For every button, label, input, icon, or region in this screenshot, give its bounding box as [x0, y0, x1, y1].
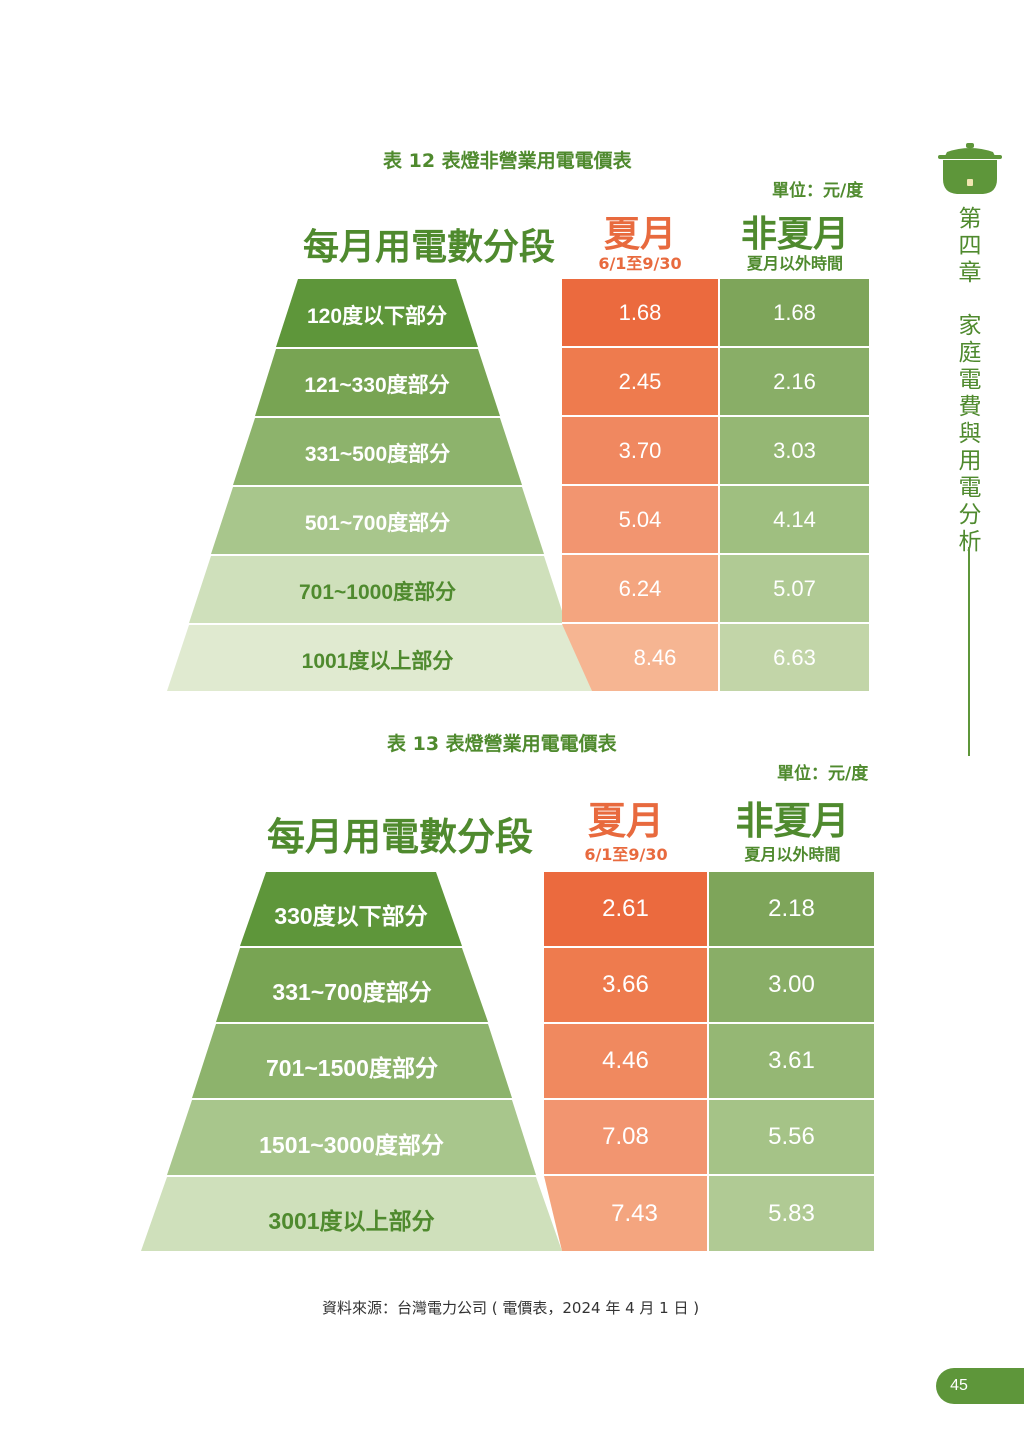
table12-tier-band [189, 556, 566, 623]
table12-nonsummer-price: 4.14 [720, 486, 869, 555]
table13-tier-label: 701~1500度部分 [266, 1055, 438, 1081]
page-number: 45 [950, 1377, 968, 1394]
table12-summer-price: 2.45 [562, 348, 718, 417]
table12-tier-label: 121~330度部分 [304, 374, 450, 397]
table12-tier-band [276, 279, 478, 347]
table13-nonsummer-subheader: 夏月以外時間 [744, 845, 841, 864]
source-note: 資料來源：台灣電力公司 ( 電價表，2024 年 4 月 1 日 ) [322, 1299, 700, 1317]
table12-tier-label: 331~500度部分 [304, 443, 451, 466]
table12-tier-header: 每月用電數分段 [303, 227, 556, 268]
rice-cooker-icon [938, 143, 1002, 194]
table13-unit: 單位：元/度 [777, 764, 869, 784]
table13-summer-price: 2.61 [544, 872, 707, 948]
table12-tier-label: 120度以下部分 [306, 305, 448, 328]
table12-tier-label: 1001度以上部分 [301, 650, 454, 673]
table12-nonsummer-subheader: 夏月以外時間 [746, 254, 843, 273]
table13-summer-header: 夏月 [587, 799, 664, 843]
table12-summer-price: 5.04 [562, 486, 718, 555]
table12-summer-subheader: 6/1至9/30 [598, 254, 682, 273]
table13-tier-band [192, 1024, 512, 1098]
table13-tier-header: 每月用電數分段 [267, 815, 534, 859]
table13-tier-label: 1501~3000度部分 [259, 1132, 444, 1158]
table13-summer-price: 4.46 [544, 1024, 707, 1100]
table13-tier-band [216, 948, 488, 1022]
table13-nonsummer-header: 非夏月 [735, 799, 850, 843]
chapter-number: 第四章 [958, 206, 982, 286]
table12-nonsummer-price: 6.63 [720, 624, 869, 691]
table12-tier-band [211, 487, 544, 554]
table13-tier-label: 331~700度部分 [272, 979, 432, 1005]
table13-caption: 表 13 表燈營業用電電價表 [387, 733, 617, 755]
table13-summer-price: 3.66 [544, 948, 707, 1024]
table12-summer-header: 夏月 [603, 214, 676, 255]
table13-summer-bg [544, 1176, 707, 1251]
table12-summer-price: 1.68 [562, 279, 718, 348]
table12-summer-price: 6.24 [562, 555, 718, 624]
table13-tier-band [141, 1177, 562, 1251]
table12-nonsummer-price: 2.16 [720, 348, 869, 417]
table13-nonsummer-price: 2.18 [709, 872, 874, 948]
page-number-tab [936, 1368, 1024, 1404]
table13-summer-price: 7.43 [611, 1199, 658, 1227]
table13-nonsummer-price: 5.83 [709, 1176, 874, 1251]
table12-tier-label: 501~700度部分 [304, 512, 451, 535]
table12-nonsummer-price: 1.68 [720, 279, 869, 348]
table13-tier-label: 3001度以上部分 [268, 1208, 435, 1234]
table12-summer-price: 8.46 [633, 644, 677, 670]
chapter-title: 家庭電費與用電分析 [958, 313, 982, 555]
table13-tier-band [240, 872, 462, 946]
table12-tier-band [233, 418, 522, 485]
table12-nonsummer-price: 5.07 [720, 555, 869, 624]
table12-summer-bg [562, 624, 718, 691]
table13-summer-price: 7.08 [544, 1100, 707, 1176]
table12-unit: 單位：元/度 [772, 181, 864, 201]
table13-nonsummer-price: 3.00 [709, 948, 874, 1024]
table12-nonsummer-price: 3.03 [720, 417, 869, 486]
table12-tier-band [167, 625, 592, 691]
table13-nonsummer-price: 3.61 [709, 1024, 874, 1100]
table12-tier-band [255, 349, 500, 416]
table12-summer-price: 3.70 [562, 417, 718, 486]
sidebar-divider [968, 547, 970, 756]
table12-nonsummer-header: 非夏月 [740, 214, 849, 255]
table13-summer-subheader: 6/1至9/30 [584, 845, 668, 864]
table13-tier-band [167, 1100, 536, 1175]
table13-tier-label: 330度以下部分 [274, 903, 428, 929]
table13-nonsummer-price: 5.56 [709, 1100, 874, 1176]
table12-tier-label: 701~1000度部分 [298, 581, 457, 604]
table12-caption: 表 12 表燈非營業用電電價表 [383, 150, 632, 172]
